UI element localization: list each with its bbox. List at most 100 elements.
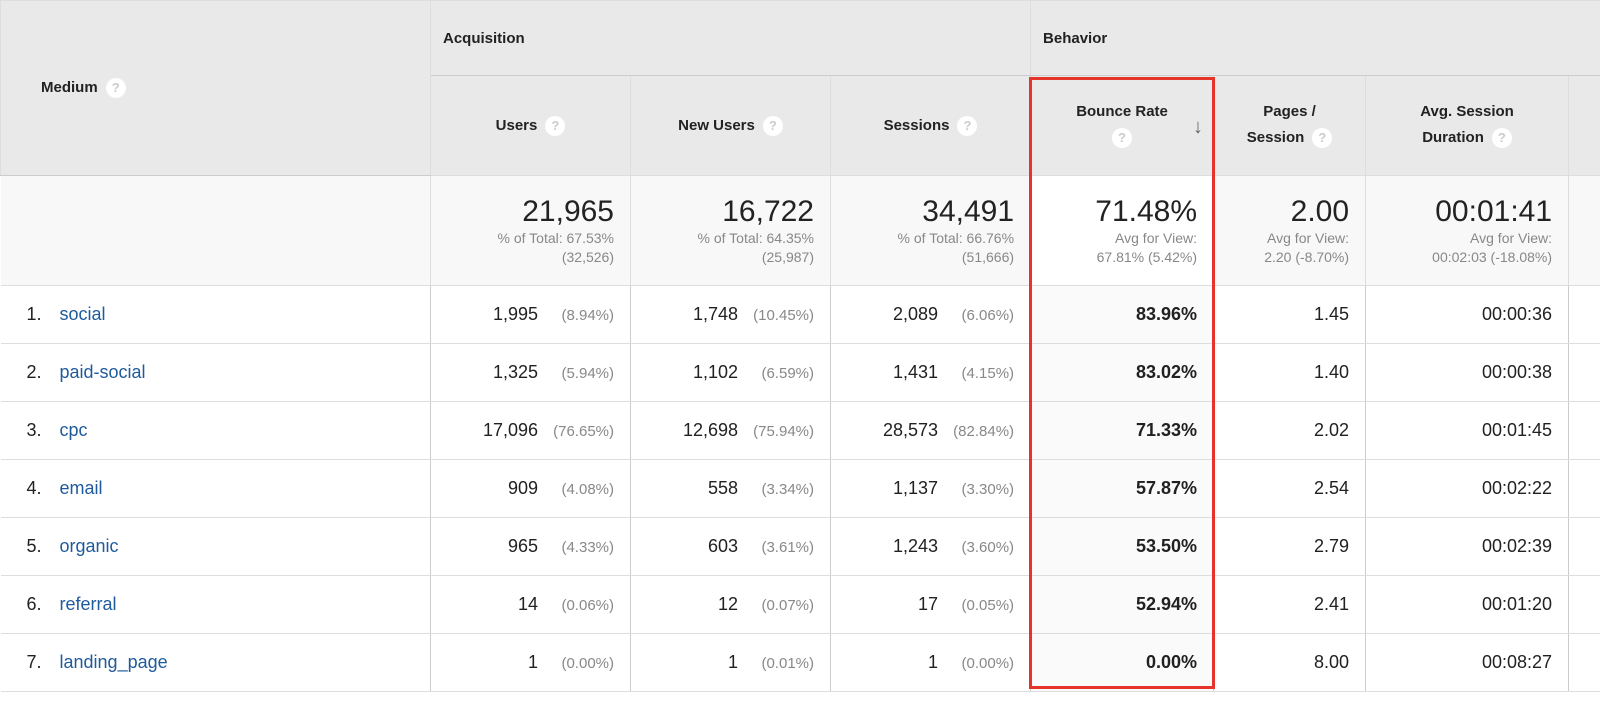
sessions-header[interactable]: Sessions?	[829, 75, 1032, 176]
bounce-rate-label: Bounce Rate	[1076, 103, 1168, 120]
bounce-rate-cell: 83.96%	[1030, 285, 1215, 344]
row-filler	[1568, 517, 1600, 576]
medium-link[interactable]: organic	[59, 536, 119, 556]
summary-row: 21,965% of Total: 67.53% (32,526) 16,722%…	[0, 175, 1600, 286]
medium-header[interactable]: Medium?	[0, 0, 431, 176]
help-icon[interactable]: ?	[545, 115, 566, 136]
medium-link[interactable]: email	[59, 478, 103, 498]
users-percent: (76.65%)	[553, 423, 614, 440]
users-cell: 909 (4.08%)	[430, 459, 631, 518]
sessions-percent: (3.30%)	[961, 481, 1015, 498]
new-users-cell: 1,748 (10.45%)	[630, 285, 831, 344]
row-rank: 4.	[26, 478, 42, 498]
users-cell: 17,096 (76.65%)	[430, 401, 631, 460]
pages-session-header[interactable]: Pages / Session?	[1213, 75, 1367, 176]
sort-descending-icon[interactable]: ↓	[1193, 116, 1204, 138]
summary-value: 71.48%	[1095, 194, 1198, 228]
pages-session-cell: 2.02	[1213, 401, 1367, 460]
summary-note: 2.20 (-8.70%)	[1264, 248, 1350, 265]
duration-cell: 00:00:38	[1365, 343, 1570, 402]
table-row: 2. paid-social 1,325 (5.94%) 1,102 (6.59%) 1,4…	[0, 343, 1600, 402]
bounce-rate-cell: 71.33%	[1030, 401, 1215, 460]
users-value: 1,325	[492, 362, 538, 382]
new-users-percent: (6.59%)	[761, 365, 814, 382]
pages-session-label-2: Session	[1246, 128, 1305, 146]
duration-label-2: Duration	[1422, 128, 1484, 146]
sessions-percent: (82.84%)	[953, 423, 1015, 440]
bounce-rate-cell: 52.94%	[1030, 575, 1215, 634]
summary-note: Avg for View:	[1115, 229, 1198, 246]
summary-users: 21,965% of Total: 67.53% (32,526)	[430, 175, 631, 286]
sessions-cell: 1,137 (3.30%)	[829, 459, 1032, 518]
help-icon[interactable]: ?	[762, 115, 783, 136]
medium-link[interactable]: cpc	[59, 420, 88, 440]
medium-link[interactable]: social	[59, 304, 106, 324]
summary-value: 16,722	[722, 194, 814, 228]
users-cell: 965 (4.33%)	[430, 517, 631, 576]
table-row: 7. landing_page 1 (0.00%) 1 (0.01%) 1 (0.00%) 0.…	[0, 633, 1600, 692]
users-cell: 1,995 (8.94%)	[430, 285, 631, 344]
medium-cell: 6. referral	[0, 575, 431, 634]
new-users-percent: (3.61%)	[761, 539, 814, 556]
avg-session-duration-header[interactable]: Avg. Session Duration?	[1365, 75, 1570, 176]
pages-session-label: Pages /	[1263, 103, 1316, 120]
sessions-value: 2,089	[892, 304, 939, 324]
medium-cell: 5. organic	[0, 517, 431, 576]
summary-pages-session: 2.00 Avg for View: 2.20 (-8.70%)	[1213, 175, 1367, 286]
help-icon[interactable]: ?	[1491, 128, 1512, 148]
row-filler	[1568, 633, 1600, 692]
medium-link[interactable]: landing_page	[59, 652, 168, 672]
sessions-percent: (6.06%)	[961, 307, 1015, 324]
medium-cell: 2. paid-social	[0, 343, 431, 402]
duration-cell: 00:01:20	[1365, 575, 1570, 634]
sessions-percent: (0.05%)	[961, 597, 1015, 614]
duration-label: Avg. Session	[1420, 103, 1514, 120]
help-icon[interactable]: ?	[105, 78, 126, 98]
row-filler	[1568, 343, 1600, 402]
summary-label-cell	[0, 175, 431, 286]
help-icon[interactable]: ?	[957, 115, 978, 136]
pages-session-cell: 8.00	[1213, 633, 1367, 692]
row-rank: 3.	[26, 420, 42, 440]
summary-note: % of Total: 64.35%	[697, 229, 814, 246]
row-filler	[1568, 575, 1600, 634]
new-users-header[interactable]: New Users?	[630, 75, 831, 176]
new-users-value: 1,102	[692, 362, 738, 382]
summary-note: (32,526)	[561, 248, 614, 265]
sessions-cell: 1,431 (4.15%)	[829, 343, 1032, 402]
medium-link[interactable]: referral	[59, 594, 117, 614]
bounce-rate-header[interactable]: Bounce Rate? ↓	[1030, 75, 1215, 176]
users-percent: (5.94%)	[561, 365, 614, 382]
new-users-cell: 12 (0.07%)	[630, 575, 831, 634]
new-users-percent: (0.07%)	[761, 597, 814, 614]
medium-cell: 4. email	[0, 459, 431, 518]
help-icon[interactable]: ?	[1312, 128, 1333, 148]
table-row: 6. referral 14 (0.06%) 12 (0.07%) 17 (0.05%) 52.…	[0, 575, 1600, 634]
new-users-percent: (0.01%)	[761, 655, 814, 672]
new-users-cell: 1 (0.01%)	[630, 633, 831, 692]
sessions-cell: 2,089 (6.06%)	[829, 285, 1032, 344]
bounce-rate-cell: 0.00%	[1030, 633, 1215, 692]
medium-link[interactable]: paid-social	[59, 362, 146, 382]
help-icon[interactable]: ?	[1112, 128, 1133, 148]
summary-value: 00:01:41	[1435, 194, 1553, 228]
medium-label: Medium	[41, 78, 98, 96]
summary-value: 2.00	[1290, 194, 1350, 228]
table-row: 3. cpc 17,096 (76.65%) 12,698 (75.94%) 28,573 (…	[0, 401, 1600, 460]
bounce-rate-cell: 83.02%	[1030, 343, 1215, 402]
new-users-value: 558	[707, 478, 738, 498]
duration-cell: 00:01:45	[1365, 401, 1570, 460]
summary-note: Avg for View:	[1470, 229, 1553, 246]
users-header[interactable]: Users?	[430, 75, 631, 176]
row-rank: 1.	[26, 304, 42, 324]
summary-bounce-rate: 71.48% Avg for View: 67.81% (5.42%)	[1030, 175, 1215, 286]
summary-new-users: 16,722% of Total: 64.35% (25,987)	[630, 175, 831, 286]
new-users-cell: 558 (3.34%)	[630, 459, 831, 518]
new-users-value: 1	[727, 652, 738, 672]
sessions-percent: (3.60%)	[961, 539, 1015, 556]
users-percent: (0.00%)	[561, 655, 614, 672]
users-cell: 1 (0.00%)	[430, 633, 631, 692]
bounce-rate-cell: 53.50%	[1030, 517, 1215, 576]
row-rank: 7.	[26, 652, 42, 672]
new-users-value: 12	[717, 594, 738, 614]
